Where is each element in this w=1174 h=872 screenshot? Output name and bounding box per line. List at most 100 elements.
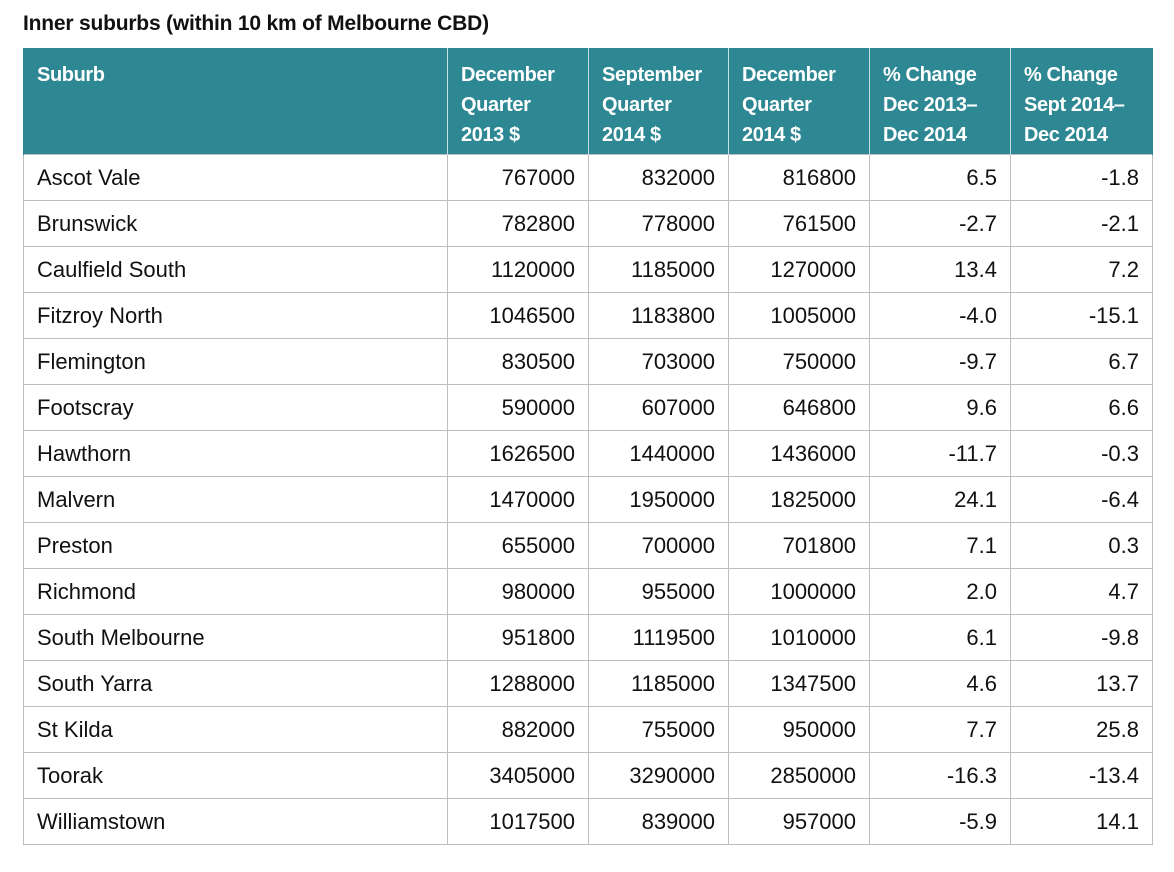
value-cell: 1000000 bbox=[728, 568, 870, 615]
value-cell: -9.8 bbox=[1010, 614, 1153, 661]
suburb-cell: Toorak bbox=[23, 752, 448, 799]
header-suburb: Suburb bbox=[23, 48, 448, 155]
suburb-cell: Brunswick bbox=[23, 200, 448, 247]
table-row: Ascot Vale 767000 832000 816800 6.5 -1.8 bbox=[23, 154, 1153, 201]
value-cell: 703000 bbox=[588, 338, 729, 385]
value-cell: -9.7 bbox=[869, 338, 1011, 385]
suburb-cell: Caulfield South bbox=[23, 246, 448, 293]
suburb-cell: Malvern bbox=[23, 476, 448, 523]
value-cell: 6.7 bbox=[1010, 338, 1153, 385]
table-row: Preston 655000 700000 701800 7.1 0.3 bbox=[23, 522, 1153, 569]
value-cell: 6.6 bbox=[1010, 384, 1153, 431]
header-dec-2013: December Quarter 2013 $ bbox=[447, 48, 589, 155]
suburb-cell: South Melbourne bbox=[23, 614, 448, 661]
suburb-cell: Fitzroy North bbox=[23, 292, 448, 339]
value-cell: 607000 bbox=[588, 384, 729, 431]
value-cell: -4.0 bbox=[869, 292, 1011, 339]
value-cell: 980000 bbox=[447, 568, 589, 615]
value-cell: 832000 bbox=[588, 154, 729, 201]
value-cell: 950000 bbox=[728, 706, 870, 753]
table-row: South Melbourne 951800 1119500 1010000 6.1 -9… bbox=[23, 614, 1153, 661]
header-suburb-line: Suburb bbox=[37, 64, 105, 86]
value-cell: 955000 bbox=[588, 568, 729, 615]
header-change-sep: % Change Sept 2014– Dec 2014 bbox=[1010, 48, 1153, 155]
value-cell: 7.7 bbox=[869, 706, 1011, 753]
suburb-cell: Flemington bbox=[23, 338, 448, 385]
table-title: Inner suburbs (within 10 km of Melbourne… bbox=[23, 12, 489, 35]
value-cell: 1270000 bbox=[728, 246, 870, 293]
value-cell: 778000 bbox=[588, 200, 729, 247]
value-cell: 1626500 bbox=[447, 430, 589, 477]
value-cell: 761500 bbox=[728, 200, 870, 247]
header-line: September bbox=[602, 64, 702, 86]
table-row: Richmond 980000 955000 1000000 2.0 4.7 bbox=[23, 568, 1153, 615]
value-cell: 4.6 bbox=[869, 660, 1011, 707]
value-cell: 25.8 bbox=[1010, 706, 1153, 753]
value-cell: 13.7 bbox=[1010, 660, 1153, 707]
value-cell: -2.7 bbox=[869, 200, 1011, 247]
value-cell: 1825000 bbox=[728, 476, 870, 523]
header-change-dec: % Change Dec 2013– Dec 2014 bbox=[869, 48, 1011, 155]
value-cell: 830500 bbox=[447, 338, 589, 385]
header-line: December bbox=[742, 64, 836, 86]
value-cell: 1347500 bbox=[728, 660, 870, 707]
suburb-cell: Richmond bbox=[23, 568, 448, 615]
value-cell: -0.3 bbox=[1010, 430, 1153, 477]
header-line: 2013 $ bbox=[461, 124, 520, 146]
value-cell: 7.2 bbox=[1010, 246, 1153, 293]
value-cell: 767000 bbox=[447, 154, 589, 201]
value-cell: 755000 bbox=[588, 706, 729, 753]
value-cell: 882000 bbox=[447, 706, 589, 753]
value-cell: 590000 bbox=[447, 384, 589, 431]
value-cell: -1.8 bbox=[1010, 154, 1153, 201]
header-line: % Change bbox=[883, 64, 977, 86]
value-cell: 2850000 bbox=[728, 752, 870, 799]
table-row: Brunswick 782800 778000 761500 -2.7 -2.1 bbox=[23, 200, 1153, 247]
header-line: Dec 2013– bbox=[883, 94, 978, 116]
value-cell: 7.1 bbox=[869, 522, 1011, 569]
suburb-cell: South Yarra bbox=[23, 660, 448, 707]
value-cell: 6.5 bbox=[869, 154, 1011, 201]
table-row: Fitzroy North 1046500 1183800 1005000 -4.0 -1… bbox=[23, 292, 1153, 339]
value-cell: 3405000 bbox=[447, 752, 589, 799]
value-cell: 9.6 bbox=[869, 384, 1011, 431]
value-cell: -2.1 bbox=[1010, 200, 1153, 247]
table-row: Footscray 590000 607000 646800 9.6 6.6 bbox=[23, 384, 1153, 431]
value-cell: 13.4 bbox=[869, 246, 1011, 293]
value-cell: 14.1 bbox=[1010, 798, 1153, 845]
header-line: Quarter bbox=[602, 94, 672, 116]
value-cell: -6.4 bbox=[1010, 476, 1153, 523]
table-row: St Kilda 882000 755000 950000 7.7 25.8 bbox=[23, 706, 1153, 753]
value-cell: 1183800 bbox=[588, 292, 729, 339]
header-line: Dec 2014 bbox=[883, 124, 967, 146]
value-cell: 1470000 bbox=[447, 476, 589, 523]
value-cell: 646800 bbox=[728, 384, 870, 431]
header-sep-2014: September Quarter 2014 $ bbox=[588, 48, 729, 155]
header-line: Quarter bbox=[742, 94, 812, 116]
value-cell: 0.3 bbox=[1010, 522, 1153, 569]
value-cell: 24.1 bbox=[869, 476, 1011, 523]
table-row: Flemington 830500 703000 750000 -9.7 6.7 bbox=[23, 338, 1153, 385]
value-cell: -5.9 bbox=[869, 798, 1011, 845]
suburb-cell: St Kilda bbox=[23, 706, 448, 753]
table-row: Malvern 1470000 1950000 1825000 24.1 -6.4 bbox=[23, 476, 1153, 523]
value-cell: 1185000 bbox=[588, 246, 729, 293]
suburb-cell: Hawthorn bbox=[23, 430, 448, 477]
value-cell: 816800 bbox=[728, 154, 870, 201]
header-line: 2014 $ bbox=[602, 124, 661, 146]
table-body: Ascot Vale 767000 832000 816800 6.5 -1.8 Bruns… bbox=[23, 154, 1153, 845]
value-cell: 951800 bbox=[447, 614, 589, 661]
value-cell: -16.3 bbox=[869, 752, 1011, 799]
header-line: 2014 $ bbox=[742, 124, 801, 146]
suburb-cell: Footscray bbox=[23, 384, 448, 431]
header-line: Quarter bbox=[461, 94, 531, 116]
value-cell: 782800 bbox=[447, 200, 589, 247]
header-line: Sept 2014– bbox=[1024, 94, 1125, 116]
value-cell: 1010000 bbox=[728, 614, 870, 661]
value-cell: -13.4 bbox=[1010, 752, 1153, 799]
value-cell: 1436000 bbox=[728, 430, 870, 477]
value-cell: 839000 bbox=[588, 798, 729, 845]
table-row: South Yarra 1288000 1185000 1347500 4.6 13.7 bbox=[23, 660, 1153, 707]
table-row: Toorak 3405000 3290000 2850000 -16.3 -13.4 bbox=[23, 752, 1153, 799]
header-dec-2014: December Quarter 2014 $ bbox=[728, 48, 870, 155]
